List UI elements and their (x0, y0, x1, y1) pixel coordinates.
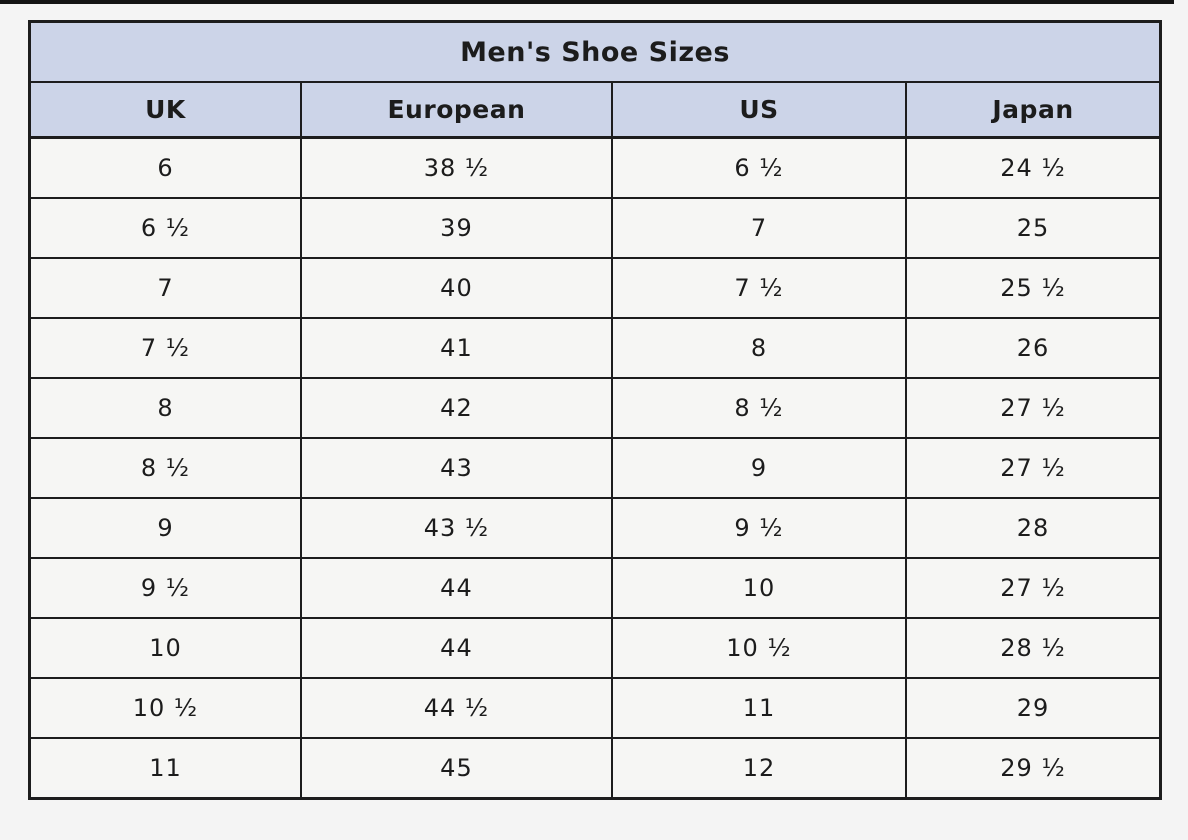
table-row: 9 ½ 44 10 27 ½ (28, 557, 1162, 619)
title-row: Men's Shoe Sizes (28, 20, 1162, 83)
table-cell: 7 (28, 257, 302, 319)
table-cell: 10 ½ (610, 617, 908, 679)
table-cell: 27 ½ (905, 557, 1162, 619)
table-row: 6 ½ 39 7 25 (28, 197, 1162, 259)
table-cell: 6 ½ (610, 136, 908, 199)
table-cell: 44 (299, 617, 613, 679)
table-cell: 41 (299, 317, 613, 379)
table-cell: 25 (905, 197, 1162, 259)
table-cell: 8 ½ (28, 437, 302, 499)
shoe-size-table: Men's Shoe Sizes UK European US Japan 6 38 ½… (28, 20, 1162, 800)
table-cell: 43 ½ (299, 497, 613, 559)
table-cell: 40 (299, 257, 613, 319)
table-cell: 6 (28, 136, 302, 199)
table-cell: 9 (610, 437, 908, 499)
table-cell: 9 ½ (28, 557, 302, 619)
column-header-european: European (299, 81, 613, 139)
table-cell: 29 (905, 677, 1162, 739)
table-row: 8 42 8 ½ 27 ½ (28, 377, 1162, 439)
table-cell: 26 (905, 317, 1162, 379)
table-cell: 9 (28, 497, 302, 559)
table-row: 7 ½ 41 8 26 (28, 317, 1162, 379)
column-header-japan: Japan (905, 81, 1162, 139)
table-row: 8 ½ 43 9 27 ½ (28, 437, 1162, 499)
table-cell: 11 (610, 677, 908, 739)
table-row: 10 ½ 44 ½ 11 29 (28, 677, 1162, 739)
table-cell: 29 ½ (905, 737, 1162, 800)
table-cell: 10 ½ (28, 677, 302, 739)
table-cell: 38 ½ (299, 136, 613, 199)
table-cell: 42 (299, 377, 613, 439)
top-edge-strip (0, 0, 1174, 4)
table-cell: 44 ½ (299, 677, 613, 739)
table-cell: 7 (610, 197, 908, 259)
table-cell: 10 (610, 557, 908, 619)
column-header-us: US (610, 81, 908, 139)
table-row: 10 44 10 ½ 28 ½ (28, 617, 1162, 679)
table-cell: 7 ½ (28, 317, 302, 379)
column-header-row: UK European US Japan (28, 81, 1162, 139)
table-cell: 8 (610, 317, 908, 379)
column-header-uk: UK (28, 81, 302, 139)
table-cell: 11 (28, 737, 302, 800)
table-cell: 12 (610, 737, 908, 800)
table-cell: 6 ½ (28, 197, 302, 259)
table-cell: 28 ½ (905, 617, 1162, 679)
table-title: Men's Shoe Sizes (28, 20, 1162, 83)
table-cell: 25 ½ (905, 257, 1162, 319)
table-cell: 27 ½ (905, 437, 1162, 499)
table-cell: 9 ½ (610, 497, 908, 559)
table-row: 11 45 12 29 ½ (28, 737, 1162, 800)
table-cell: 8 (28, 377, 302, 439)
table-cell: 39 (299, 197, 613, 259)
table-cell: 8 ½ (610, 377, 908, 439)
table-cell: 7 ½ (610, 257, 908, 319)
table-cell: 45 (299, 737, 613, 800)
table-cell: 43 (299, 437, 613, 499)
table-cell: 24 ½ (905, 136, 1162, 199)
table-cell: 10 (28, 617, 302, 679)
table-cell: 27 ½ (905, 377, 1162, 439)
table-cell: 28 (905, 497, 1162, 559)
table-row: 7 40 7 ½ 25 ½ (28, 257, 1162, 319)
table-cell: 44 (299, 557, 613, 619)
